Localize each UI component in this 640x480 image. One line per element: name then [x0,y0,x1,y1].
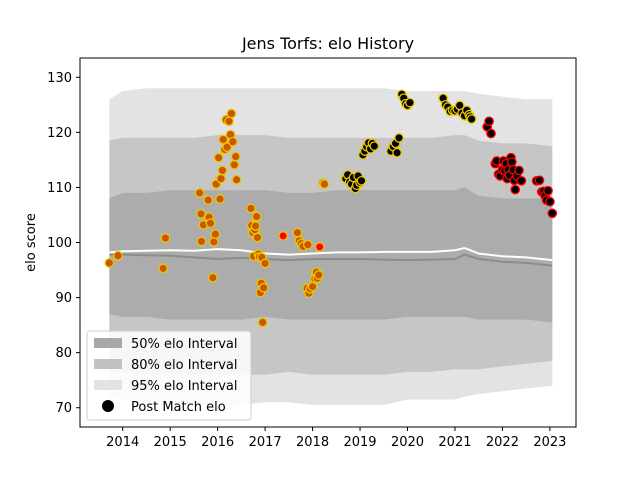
post-match-point [231,174,242,185]
y-tick-label: 80 [55,346,72,361]
post-match-point [227,136,238,147]
legend: 50% elo Interval 80% elo Interval 95% el… [86,330,252,421]
y-tick-label: 130 [47,71,72,86]
x-tick-label: 2017 [249,435,282,450]
post-match-point [258,282,269,293]
post-match-point [196,209,206,219]
post-match-point [484,116,494,127]
x-tick-label: 2023 [533,435,566,450]
post-match-point [534,175,545,186]
post-match-point [356,175,367,186]
legend-swatch-50 [94,338,122,348]
post-match-point [257,317,268,328]
post-match-point [545,196,555,207]
post-match-point [514,165,524,176]
median-lines [109,246,553,267]
y-tick-label: 100 [47,236,72,251]
post-match-point [215,194,225,204]
post-match-point [394,133,404,143]
post-match-point [278,231,288,241]
post-match-point [251,211,262,222]
post-match-point [507,157,517,167]
y-axis-ticks: 70 80 90 100 110 120 130 [47,71,80,416]
y-tick-label: 120 [47,126,72,141]
legend-label-95: 95% elo Interval [131,379,238,394]
chart-title: Jens Torfs: elo History [241,34,414,53]
post-match-point [319,179,330,189]
post-match-point [314,242,325,252]
legend-swatch-95 [94,380,122,390]
x-tick-label: 2014 [106,435,139,450]
post-match-point [307,281,318,292]
white-line [109,246,553,262]
post-match-point [208,237,219,247]
post-match-point [292,227,303,238]
band-p50 [109,187,553,323]
post-match-point [392,147,402,158]
legend-swatch-80 [94,359,122,369]
post-match-point [516,175,527,186]
post-match-point [160,233,171,243]
post-match-point [210,229,221,240]
post-match-point [302,239,313,250]
post-match-point [196,236,207,247]
post-match-point [203,195,214,205]
post-match-point [369,141,380,151]
post-match-point [230,151,241,162]
post-match-point [547,208,558,219]
post-match-point [217,165,228,176]
x-tick-label: 2016 [201,435,234,450]
post-match-point [246,203,256,214]
post-match-points [104,89,558,328]
post-match-point [194,188,205,198]
post-match-point [205,218,216,229]
y-tick-label: 90 [55,291,72,306]
post-match-point [208,272,218,283]
x-tick-label: 2022 [486,435,519,450]
post-match-point [216,173,226,184]
post-match-point [158,263,168,274]
post-match-point [113,250,123,261]
legend-marker-post-match [102,400,114,412]
post-match-point [510,184,521,195]
post-match-point [260,258,270,269]
post-match-point [218,134,229,145]
legend-label-post-match: Post Match elo [131,400,226,415]
post-match-point [466,114,477,124]
x-axis-ticks: 2014 2015 2016 2017 2018 2019 2020 2021 2022 2023 [106,427,566,450]
post-match-point [405,97,415,108]
post-match-point [543,185,553,196]
legend-box [86,330,252,421]
y-tick-label: 70 [55,401,72,416]
y-axis-label: elo score [24,213,39,272]
post-match-point [213,152,224,163]
post-match-point [252,232,263,243]
x-tick-label: 2021 [438,435,471,450]
x-tick-label: 2015 [154,435,187,450]
post-match-point [250,221,261,231]
legend-label-80: 80% elo Interval [131,358,238,373]
y-tick-label: 110 [47,181,72,196]
x-tick-label: 2019 [343,435,376,450]
legend-label-50: 50% elo Interval [131,337,238,352]
post-match-point [313,270,324,280]
gray-line [109,253,553,267]
post-match-point [222,142,232,153]
post-match-point [104,258,115,268]
post-match-point [229,159,240,170]
x-tick-label: 2018 [296,435,329,450]
post-match-point [486,128,496,139]
x-tick-label: 2020 [391,435,424,450]
post-match-point [226,108,237,119]
